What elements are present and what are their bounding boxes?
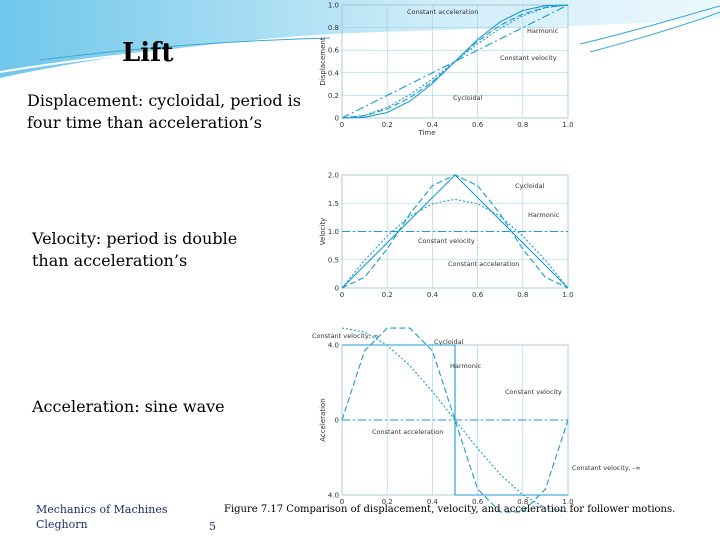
y-tick-label: 0.5 [328,256,339,264]
x-tick-label: 0.2 [382,498,393,506]
x-tick-label: 0.4 [427,121,439,129]
footer-line-2: Cleghorn [36,518,88,531]
y-tick-label: 0 [335,417,339,425]
x-tick-label: 0.4 [427,291,439,299]
velocity-note: Velocity: period is double than accelera… [32,229,238,270]
y-tick-label: 4.0 [328,492,339,500]
series-line [341,327,569,513]
x-tick-label: 0.2 [382,291,393,299]
x-tick-label: 0 [340,291,344,299]
x-tick-label: 0.6 [472,291,484,299]
series-label: Cycloidal [515,182,545,190]
y-axis-label: Displacement [319,37,327,85]
x-tick-label: 1.0 [562,291,573,299]
header-swoosh-decoration [0,0,720,78]
x-tick-label: 0 [340,498,344,506]
series-label: Cycloidal [434,338,464,346]
slide-title: Lift [122,38,174,68]
x-axis-label: Time [417,129,435,137]
figure-caption: Figure 7.17 Comparison of displacement, … [224,504,676,515]
annotation-label: Constant velocity, ∞ [312,332,378,340]
series-line [341,4,569,119]
y-tick-label: 1.5 [328,200,339,208]
x-tick-label: 0.6 [472,121,484,129]
series-label: Harmonic [450,362,482,370]
y-tick-label: 0.8 [328,24,339,32]
series-label: Constant acceleration [372,428,443,436]
y-tick-label: 2.0 [328,172,339,180]
x-tick-label: 1.0 [562,498,573,506]
y-tick-label: 1.0 [328,228,339,236]
x-tick-label: 1.0 [562,121,573,129]
series-label: Harmonic [527,27,559,35]
series-line [341,198,569,289]
footer-source: Mechanics of Machines Cleghorn [36,502,168,532]
y-tick-label: 0 [335,115,339,123]
x-tick-label: 0 [340,121,344,129]
series-label: Harmonic [528,211,560,219]
series-label: Constant velocity [418,237,475,245]
y-tick-label: 0.2 [328,92,339,100]
series-label: Constant acceleration [407,8,478,16]
series-line [342,344,568,496]
page-number: 5 [209,520,216,533]
x-tick-label: 0.8 [517,291,528,299]
y-tick-label: 0.6 [328,47,340,55]
x-tick-label: 0.4 [427,498,439,506]
y-axis-label: Velocity [319,218,327,245]
series-label: Constant acceleration [448,260,519,268]
y-tick-label: 1.0 [328,2,339,10]
series-line [341,174,569,289]
series-label: Constant velocity [505,388,562,396]
x-tick-label: 0.2 [382,121,393,129]
x-tick-label: 0.6 [472,498,484,506]
y-tick-label: 0.4 [328,69,340,77]
series-label: Cycloidal [453,94,483,102]
series-line [341,327,569,513]
x-tick-label: 0.8 [517,121,528,129]
displacement-note: Displacement: cycloidal, period is four … [27,91,301,132]
acceleration-note: Acceleration: sine wave [32,397,225,416]
y-axis-label: Acceleration [319,398,327,442]
series-label: Constant velocity [500,54,557,62]
footer-line-1: Mechanics of Machines [36,503,168,516]
x-tick-label: 0.8 [517,498,528,506]
y-tick-label: 0 [335,285,339,293]
series-line [341,4,569,119]
annotation-label: Constant velocity, -∞ [572,464,641,472]
y-tick-label: 4.0 [328,342,339,350]
